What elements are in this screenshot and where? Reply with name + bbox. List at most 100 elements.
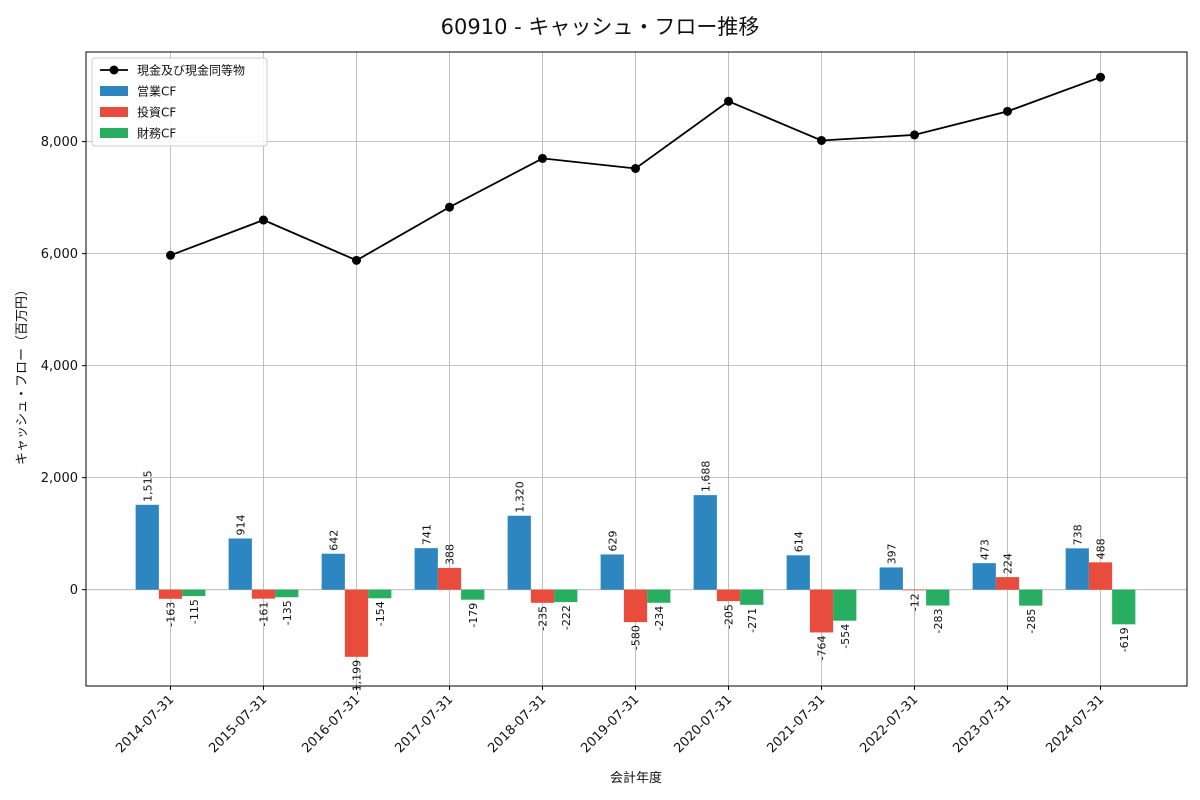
bar-value-label: 1,320 xyxy=(513,481,526,513)
bar-value-label: -163 xyxy=(165,602,178,627)
bar xyxy=(158,589,183,599)
bar-value-label: 473 xyxy=(978,539,991,560)
bar-value-label: 642 xyxy=(327,530,340,551)
x-axis-label: 会計年度 xyxy=(610,770,662,786)
bar-value-label: 914 xyxy=(234,514,247,535)
y-tick-label: 8,000 xyxy=(41,135,78,150)
bar-value-label: 741 xyxy=(420,524,433,545)
cash-line-point xyxy=(259,215,268,225)
cash-line-point xyxy=(631,163,640,173)
bar-value-label: -161 xyxy=(258,602,271,627)
bar-value-label: -619 xyxy=(1118,627,1131,652)
legend-marker xyxy=(109,65,119,75)
bar-value-label: 224 xyxy=(1002,553,1015,574)
y-axis-label: キャッシュ・フロー（百万円） xyxy=(15,283,30,465)
bar-value-label: 738 xyxy=(1071,524,1084,545)
bar-value-label: -222 xyxy=(560,605,573,630)
legend-label: 現金及び現金同等物 xyxy=(137,63,245,78)
bar xyxy=(344,589,369,657)
bar xyxy=(740,589,764,605)
grid xyxy=(86,52,1187,686)
bar-value-label: 1,688 xyxy=(699,461,712,493)
bar-value-label: 488 xyxy=(1095,538,1108,559)
bar-value-label: 1,515 xyxy=(141,470,154,502)
cash-line-point xyxy=(817,135,826,145)
legend-bar-swatch xyxy=(100,128,128,138)
legend-label: 営業CF xyxy=(137,85,176,99)
bar xyxy=(228,538,252,590)
bar xyxy=(321,553,345,590)
legend-box xyxy=(91,57,268,147)
y-tick-label: 2,000 xyxy=(41,471,78,486)
bar xyxy=(251,589,276,599)
bar-value-label: -115 xyxy=(188,599,201,624)
bar-value-label: -580 xyxy=(630,625,643,650)
y-tick-label: 0 xyxy=(70,583,78,598)
bar xyxy=(368,589,392,599)
bar xyxy=(1112,589,1136,625)
bar-value-label: -205 xyxy=(723,604,736,629)
bar-value-label: 388 xyxy=(444,544,457,565)
bar-value-label: 629 xyxy=(606,530,619,551)
bar xyxy=(275,589,299,598)
bar xyxy=(530,589,555,603)
bar xyxy=(600,554,624,590)
cash-line-point xyxy=(910,130,919,140)
bar xyxy=(437,567,462,590)
bar-value-label: -179 xyxy=(467,603,480,628)
plot-frame xyxy=(85,51,1188,687)
bar xyxy=(786,555,810,590)
bar xyxy=(809,589,834,633)
bar xyxy=(414,548,438,590)
bar xyxy=(972,563,996,590)
legend-label: 財務CF xyxy=(137,126,176,141)
bar xyxy=(507,515,531,590)
chart-title: 60910 - キャッシュ・フロー推移 xyxy=(441,15,760,39)
legend-label: 投資CF xyxy=(137,105,176,120)
bar-value-label: -285 xyxy=(1025,609,1038,634)
bar xyxy=(716,589,741,602)
bar xyxy=(926,589,950,606)
bar-value-label: -154 xyxy=(374,601,387,626)
cash-line-point xyxy=(1096,72,1105,82)
cash-line-point xyxy=(445,202,454,212)
y-tick-label: 4,000 xyxy=(41,359,78,374)
bar xyxy=(1088,562,1113,590)
cash-line-point xyxy=(1003,106,1012,116)
bar xyxy=(647,589,671,603)
bar xyxy=(554,589,578,603)
bar-value-label: -12 xyxy=(909,593,922,611)
bar-value-label: -764 xyxy=(816,635,829,660)
cash-line xyxy=(166,72,1105,265)
y-tick-label: 6,000 xyxy=(41,247,78,262)
bar xyxy=(833,589,857,621)
cash-line-point xyxy=(352,255,361,265)
cash-line-point xyxy=(538,153,547,163)
bar xyxy=(135,504,159,590)
cash-line-point xyxy=(166,250,175,260)
bar-value-label: -554 xyxy=(839,624,852,649)
bar xyxy=(879,567,903,590)
bar xyxy=(1065,548,1089,590)
legend-bar-swatch xyxy=(100,86,128,96)
bar xyxy=(995,577,1020,590)
bar-value-label: -234 xyxy=(653,606,666,631)
bar-value-label: -271 xyxy=(746,608,759,633)
bar xyxy=(461,589,485,600)
bar xyxy=(902,589,927,591)
bar xyxy=(623,589,648,623)
bar-value-labels: 1,515 914 642 741 1,320 629 1,688 614 397 473 738 -… xyxy=(141,461,1131,696)
bar xyxy=(182,589,206,597)
bar-value-label: 397 xyxy=(885,543,898,564)
bar-value-label: 614 xyxy=(792,531,805,552)
bars xyxy=(135,495,1136,657)
bar xyxy=(1019,589,1043,606)
bar-value-label: -283 xyxy=(932,609,945,634)
legend-bar-swatch xyxy=(100,107,128,117)
cash-line-point xyxy=(724,96,733,106)
bar-value-label: -235 xyxy=(537,606,550,631)
bar xyxy=(693,495,717,590)
bar-value-label: -135 xyxy=(281,600,294,625)
